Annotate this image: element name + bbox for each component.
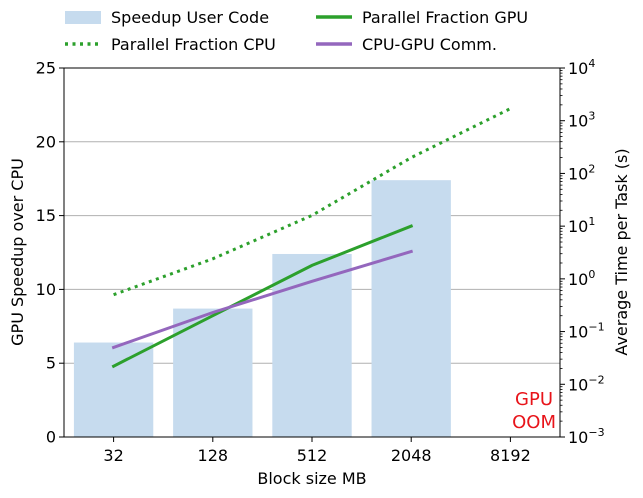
y-axis-left: 0 5 10 15 20 25 — [36, 59, 64, 447]
x-tick-label-0: 32 — [103, 446, 123, 465]
y-tick-label-3: 15 — [36, 206, 56, 225]
legend-label-comm: CPU-GPU Comm. — [362, 35, 497, 54]
x-axis-label: Block size MB — [257, 469, 366, 488]
bars — [73, 180, 451, 437]
legend-label-gpu: Parallel Fraction GPU — [362, 8, 528, 27]
x-tick-label-2: 512 — [297, 446, 328, 465]
legend-label-cpu: Parallel Fraction CPU — [111, 35, 276, 54]
bar-2048 — [371, 180, 451, 437]
y2-tick-label-1: 10−2 — [568, 373, 605, 394]
oom-annotation: GPU OOM — [512, 389, 556, 433]
series-lines — [111, 107, 512, 369]
y-tick-label-2: 10 — [36, 280, 56, 299]
oom-annotation-line-1: GPU — [515, 389, 553, 410]
y2-tick-label-7: 104 — [568, 57, 595, 78]
x-tick-label-4: 8192 — [490, 446, 531, 465]
bar-32 — [73, 342, 154, 437]
line-parallel-fraction-gpu — [111, 224, 414, 369]
y2-tick-label-0: 10−3 — [568, 426, 605, 447]
y-tick-label-0: 0 — [46, 428, 56, 447]
y-tick-label-1: 5 — [46, 354, 56, 373]
line-parallel-fraction-cpu — [113, 107, 512, 297]
legend: Speedup User Code Parallel Fraction CPU … — [65, 8, 528, 54]
line-cpu-gpu-comm — [111, 249, 414, 350]
x-axis: 32 128 512 2048 8192 — [103, 437, 531, 465]
legend-swatch-bars — [65, 11, 101, 24]
oom-annotation-line-2: OOM — [512, 412, 556, 433]
x-tick-label-3: 2048 — [391, 446, 432, 465]
y-axis-right: 10−3 10−2 10−1 100 101 102 103 104 — [560, 57, 605, 447]
y-tick-label-4: 20 — [36, 132, 56, 151]
y2-tick-label-6: 103 — [568, 110, 595, 131]
legend-label-bars: Speedup User Code — [111, 8, 269, 27]
y2-tick-label-5: 102 — [568, 162, 595, 183]
y-axis-label: GPU Speedup over CPU — [8, 158, 27, 346]
bar-128 — [173, 308, 253, 437]
x-tick-label-1: 128 — [198, 446, 229, 465]
bar-512 — [272, 253, 352, 437]
y2-tick-label-3: 100 — [568, 268, 595, 289]
y2-tick-label-2: 10−1 — [568, 321, 605, 342]
y-tick-label-5: 25 — [36, 59, 56, 78]
y2-tick-label-4: 101 — [568, 215, 595, 236]
y2-axis-label: Average Time per Task (s) — [612, 148, 631, 355]
